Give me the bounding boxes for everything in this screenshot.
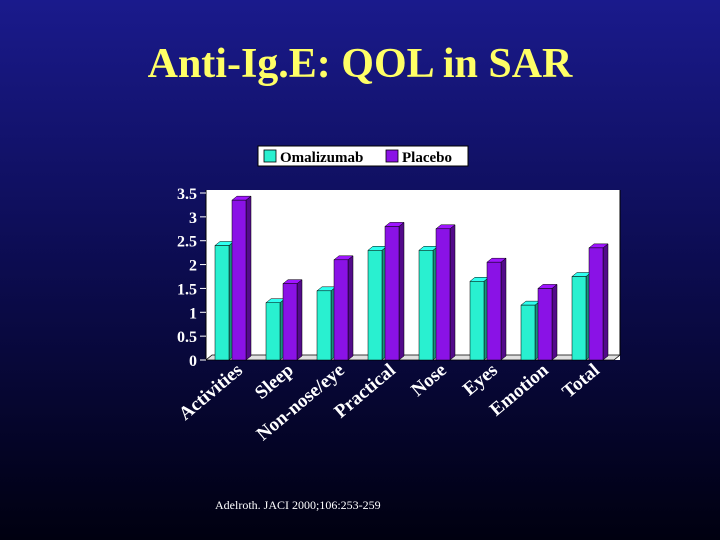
y-tick-label: 3 (189, 210, 197, 227)
bar-placebo-3 (384, 221, 405, 361)
bar-omalizumab-3 (367, 245, 388, 361)
x-tick-label: Activities (175, 360, 247, 425)
bar-omalizumab-4 (418, 245, 439, 361)
bar-placebo-5 (486, 257, 507, 361)
bar-omalizumab-7 (571, 271, 592, 361)
citation: Adelroth. JACI 2000;106:253-259 (215, 498, 381, 512)
legend-swatch-placebo (385, 149, 399, 163)
legend: Omalizumab Placebo (257, 145, 469, 167)
y-tick-label: 0.5 (177, 329, 197, 346)
bar-omalizumab-6 (520, 300, 541, 361)
x-tick-label: Emotion (486, 359, 553, 420)
bar-placebo-6 (537, 283, 558, 361)
bar-placebo-0 (231, 195, 252, 361)
bar-placebo-2 (333, 255, 354, 361)
x-tick-label: Total (558, 360, 603, 403)
bar-omalizumab-1 (265, 298, 286, 361)
bar-omalizumab-5 (469, 276, 490, 361)
y-tick-label: 2 (189, 258, 197, 275)
bar-placebo-7 (588, 243, 609, 361)
y-tick-label: 1.5 (177, 281, 197, 298)
legend-label-omalizumab: Omalizumab (280, 150, 363, 166)
legend-swatch-omalizumab (263, 149, 277, 163)
y-tick-label: 1 (189, 305, 197, 322)
slide-title: Anti-Ig.E: QOL in SAR (147, 41, 573, 87)
bar-omalizumab-2 (316, 286, 337, 361)
y-tick-label: 3.5 (177, 186, 197, 203)
x-tick-label: Nose (407, 360, 450, 401)
y-tick-label: 0 (189, 353, 197, 370)
bar-placebo-1 (282, 279, 303, 361)
bar-placebo-4 (435, 224, 456, 361)
legend-box (257, 145, 469, 167)
y-tick-label: 2.5 (177, 234, 197, 251)
legend-label-placebo: Placebo (402, 150, 452, 166)
bar-omalizumab-0 (214, 240, 235, 361)
x-tick-label: Eyes (459, 360, 502, 401)
